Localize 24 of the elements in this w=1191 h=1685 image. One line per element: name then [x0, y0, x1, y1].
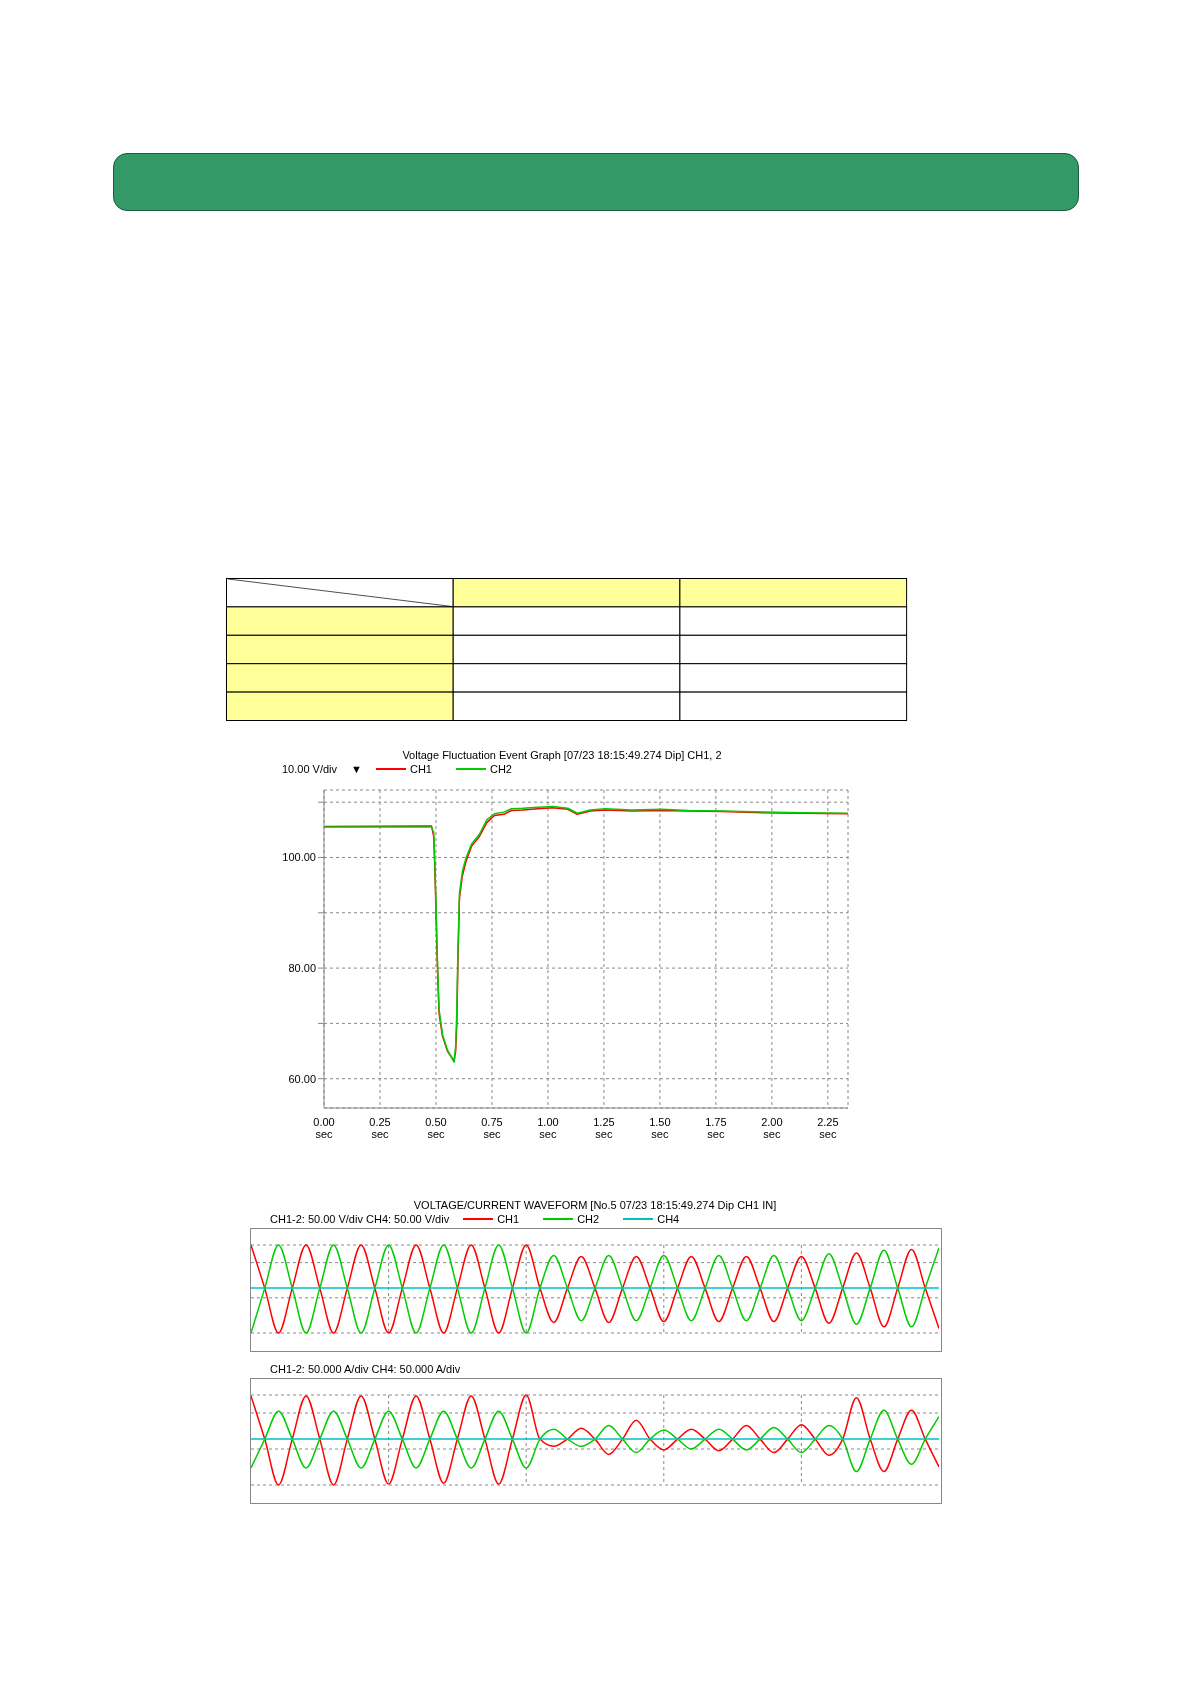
text: 10.00 V/div: [282, 762, 338, 776]
x-tick-label: 0.00 sec: [313, 1116, 335, 1140]
x-tick-label: 1.50 sec: [649, 1116, 671, 1140]
legend-label: CH2: [577, 1212, 600, 1226]
y-tick-label: 80.00: [288, 962, 316, 975]
legend-label: CH2: [489, 762, 512, 776]
text: CH1-2: 50.000 A/div CH4: 50.000 A/div: [270, 1362, 461, 1376]
x-tick-label: 0.75 sec: [481, 1116, 503, 1140]
text: ▼: [351, 762, 362, 776]
x-tick-label: 1.00 sec: [537, 1116, 559, 1140]
legend-label: CH1: [497, 1212, 520, 1226]
chart-title: Voltage Fluctuation Event Graph [07/23 18:15:49.274 Dip] CH1, 2: [401, 748, 723, 762]
x-tick-label: 2.00 sec: [761, 1116, 783, 1140]
legend-label: CH4: [657, 1212, 680, 1226]
chart-title: VOLTAGE/CURRENT WAVEFORM [No.5 07/23 18:15:49.274 Dip CH1 IN]: [412, 1198, 778, 1212]
x-tick-label: 1.75 sec: [705, 1116, 727, 1140]
y-tick-label: 60.00: [288, 1072, 316, 1085]
x-tick-label: 2.25 sec: [817, 1116, 839, 1140]
x-tick-label: 0.50 sec: [425, 1116, 447, 1140]
y-tick-label: 100.00: [282, 851, 316, 864]
x-tick-label: 1.25 sec: [593, 1116, 615, 1140]
legend-label: CH1: [409, 762, 432, 776]
text: CH1-2: 50.00 V/div CH4: 50.00 V/div: [270, 1212, 450, 1226]
x-tick-label: 0.25 sec: [369, 1116, 391, 1140]
